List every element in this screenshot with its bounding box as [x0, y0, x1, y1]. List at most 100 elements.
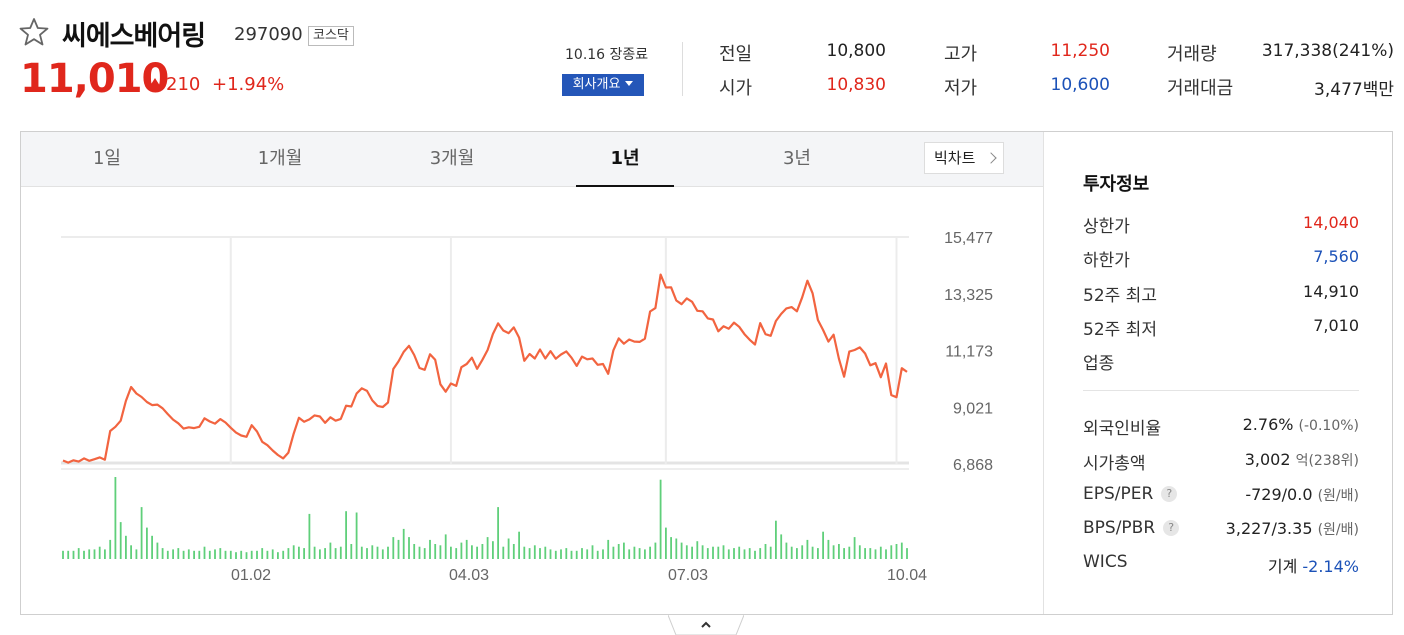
volume-bar: [350, 544, 353, 559]
help-icon[interactable]: ?: [1161, 486, 1178, 502]
low-label: 저가: [944, 78, 978, 99]
favorite-star-icon[interactable]: [18, 16, 50, 48]
volume-bar: [292, 545, 295, 559]
volume-bar: [481, 544, 484, 559]
volume-bar: [796, 548, 798, 559]
tab-1y[interactable]: 1년: [576, 132, 674, 187]
volume-bar: [591, 545, 594, 559]
volume-bar: [130, 545, 132, 559]
big-chart-label: 빅차트: [934, 149, 976, 167]
volume-bar: [119, 522, 122, 559]
volume-bar: [308, 513, 311, 559]
volume-bar: [397, 539, 400, 559]
tab-3y[interactable]: 3년: [782, 148, 811, 169]
volume-bar: [450, 546, 452, 559]
volume-bar: [224, 550, 227, 559]
volume-bar: [465, 539, 468, 559]
volume-bar: [528, 548, 531, 559]
volume-bar: [906, 548, 908, 559]
volume-bar: [696, 541, 699, 559]
wics-value[interactable]: 기계: [1267, 557, 1298, 576]
market-cap-unit: 억(238위): [1295, 453, 1359, 469]
big-chart-button[interactable]: 빅차트: [924, 142, 1004, 174]
eps-per: -729/0.0 (원/배): [1245, 485, 1359, 505]
volume-bar: [885, 549, 887, 559]
high52-label: 52주 최고: [1083, 286, 1157, 306]
volume-bar: [83, 550, 85, 559]
volume-bar: [775, 520, 777, 559]
company-overview-button[interactable]: 회사개요: [562, 74, 644, 96]
volume-bar: [727, 549, 730, 559]
volume-bar: [408, 537, 410, 559]
open-label: 시가: [719, 78, 753, 99]
collapse-toggle[interactable]: [668, 615, 744, 635]
divider: [1083, 390, 1359, 391]
volume-bar: [282, 550, 285, 559]
volume-bar: [402, 528, 405, 559]
volume-bar: [486, 537, 489, 559]
volume-bar: [864, 548, 866, 559]
help-icon[interactable]: ?: [1163, 520, 1180, 536]
volume-bar: [533, 545, 536, 559]
volume-bar: [492, 541, 494, 559]
volume-bar: [88, 549, 91, 559]
volume-bar: [853, 537, 856, 559]
foreign-ratio-value: 2.76%: [1242, 415, 1294, 434]
market-badge: 코스닥: [308, 26, 354, 46]
y-tick-label: 11,173: [945, 344, 993, 361]
volume-bar: [843, 548, 845, 559]
wics-label: WICS: [1083, 552, 1128, 572]
bps-pbr: 3,227/3.35 (원/배): [1226, 519, 1359, 539]
volume-bar: [607, 539, 610, 559]
volume-bar: [900, 542, 903, 559]
volume-bar: [381, 549, 384, 559]
chart-panel: 1일 1개월 3개월 1년 3년 빅차트 15,477 13,325 11,173 9…: [20, 131, 1393, 615]
low52-value: 7,010: [1313, 316, 1359, 335]
volume-bar: [371, 545, 374, 559]
volume-bar: [628, 549, 631, 559]
volume-bar: [93, 549, 96, 559]
eps-per-text: EPS/PER: [1083, 484, 1154, 504]
volume-bar: [654, 542, 657, 559]
volume-bar: [235, 552, 237, 559]
bps-pbr-unit: (원/배): [1317, 522, 1359, 538]
volume-bar: [785, 542, 788, 559]
volume-bar: [612, 546, 615, 559]
volume-bar: [523, 546, 526, 559]
volume-bar: [214, 549, 216, 559]
volume-bar: [717, 546, 720, 559]
volume-bar: [313, 546, 316, 559]
volume-bar: [345, 511, 347, 559]
volume-bar: [801, 545, 804, 559]
caret-down-icon: [625, 81, 634, 86]
volume-bar: [581, 548, 583, 559]
volume-bar: [544, 546, 547, 559]
volume-bar: [62, 550, 64, 559]
tab-3m[interactable]: 3개월: [429, 148, 475, 169]
tab-1d[interactable]: 1일: [92, 148, 121, 169]
volume-bar: [764, 544, 767, 559]
volume-bar: [114, 477, 117, 559]
volume-bar: [135, 549, 138, 559]
tab-1m[interactable]: 1개월: [257, 148, 303, 169]
volume-bar: [182, 550, 185, 559]
volume-bar: [360, 546, 363, 559]
volume-bar: [848, 546, 851, 559]
volume-bar: [596, 550, 599, 559]
volume-bar: [633, 546, 636, 559]
upper-limit-value: 14,040: [1303, 213, 1359, 232]
volume-bar: [518, 531, 520, 559]
volume-bar: [691, 546, 693, 559]
volume-bar: [376, 546, 379, 559]
volume-bar: [455, 548, 458, 559]
volume-bar: [256, 550, 258, 559]
volume-bar: [811, 546, 814, 559]
volume-bar: [869, 548, 872, 559]
volume-bar: [554, 550, 557, 559]
volume-bar: [72, 550, 75, 559]
chevron-up-icon: [701, 621, 711, 628]
volume-bar: [769, 546, 772, 559]
volume-bar: [298, 546, 300, 559]
volume-bar: [644, 549, 646, 559]
stock-code: 297090: [234, 24, 303, 45]
